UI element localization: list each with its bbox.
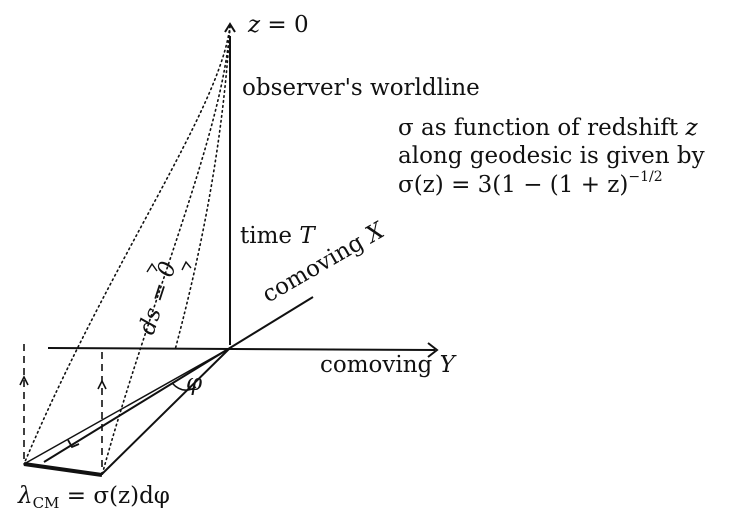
null-geodesic-inner: [101, 25, 231, 476]
null-geodesic-outer: [23, 25, 231, 465]
dashed-right-arrowhead: [97, 379, 107, 390]
lambda-segment: [23, 462, 103, 477]
null-geodesic-arrow-1: [146, 262, 158, 273]
caption-line-1: σ as function of redshift z: [398, 115, 698, 141]
comoving-y-arrowhead: [427, 342, 439, 358]
time-label: time T: [240, 223, 316, 249]
angle-phi-label: φ: [186, 370, 203, 396]
comoving-y-label: comoving Y: [320, 352, 458, 378]
caption-line-2: along geodesic is given by: [398, 143, 705, 169]
null-geodesic-label: ds = 0: [134, 258, 182, 337]
dashed-left-arrowhead: [19, 375, 29, 386]
angle-arc: [171, 382, 197, 391]
caption-line-3: σ(z) = 3(1 − (1 + z)−1/2: [398, 169, 663, 198]
worldline-label: observer's worldline: [242, 75, 480, 101]
comoving-x-arrowhead: [67, 439, 80, 449]
lambda-cm-label: λCM = σ(z)dφ: [17, 483, 170, 512]
comoving-x-axis: [43, 296, 314, 463]
wedge-line-outer: [23, 347, 231, 465]
time-axis-arrowhead: [224, 22, 236, 33]
null-geodesic-right: [174, 25, 231, 351]
wedge-line: [101, 347, 231, 475]
null-geodesic-arrow-2: [181, 260, 192, 271]
z-zero-label: z = 0: [247, 12, 309, 38]
comoving-y-axis: [47, 347, 436, 351]
